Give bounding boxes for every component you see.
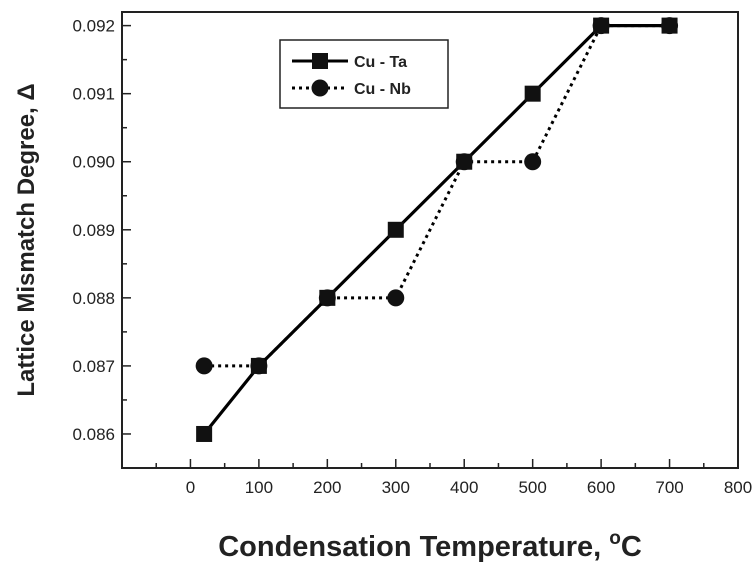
x-tick-label: 600 [587,478,615,497]
x-axis-title-superscript: o [609,528,621,549]
legend: Cu - Ta Cu - Nb [280,40,448,108]
x-tick-label: 300 [382,478,410,497]
x-tick-label: 200 [313,478,341,497]
y-tick-label: 0.091 [72,85,115,104]
data-point-circle [456,153,473,170]
y-axis-title: Lattice Mismatch Degree, Δ [13,83,40,396]
y-tick-label: 0.092 [72,17,115,36]
data-point-circle [250,357,267,374]
y-tick-label: 0.089 [72,221,115,240]
y-tick-label: 0.086 [72,425,115,444]
x-tick-label: 100 [245,478,273,497]
x-tick-label: 500 [518,478,546,497]
data-point-square [196,426,212,442]
data-point-circle [196,357,213,374]
data-point-circle [387,289,404,306]
x-tick-label: 400 [450,478,478,497]
data-point-circle [524,153,541,170]
y-tick-label: 0.090 [72,153,115,172]
data-point-circle [593,17,610,34]
legend-marker-square [312,53,328,69]
x-tick-label: 0 [186,478,195,497]
y-tick-label: 0.087 [72,357,115,376]
data-point-circle [661,17,678,34]
data-point-circle [319,289,336,306]
x-axis-title: Condensation Temperature, oC [218,528,642,563]
legend-label: Cu - Nb [354,81,411,98]
legend-marker-circle [312,80,329,97]
data-point-square [525,86,541,102]
data-point-square [388,222,404,238]
x-tick-label: 700 [655,478,683,497]
y-tick-label: 0.088 [72,289,115,308]
x-axis-ticks: 0 100 200 300 400 500 600 700 800 [122,459,752,497]
legend-label: Cu - Ta [354,54,407,71]
x-tick-label: 800 [724,478,752,497]
